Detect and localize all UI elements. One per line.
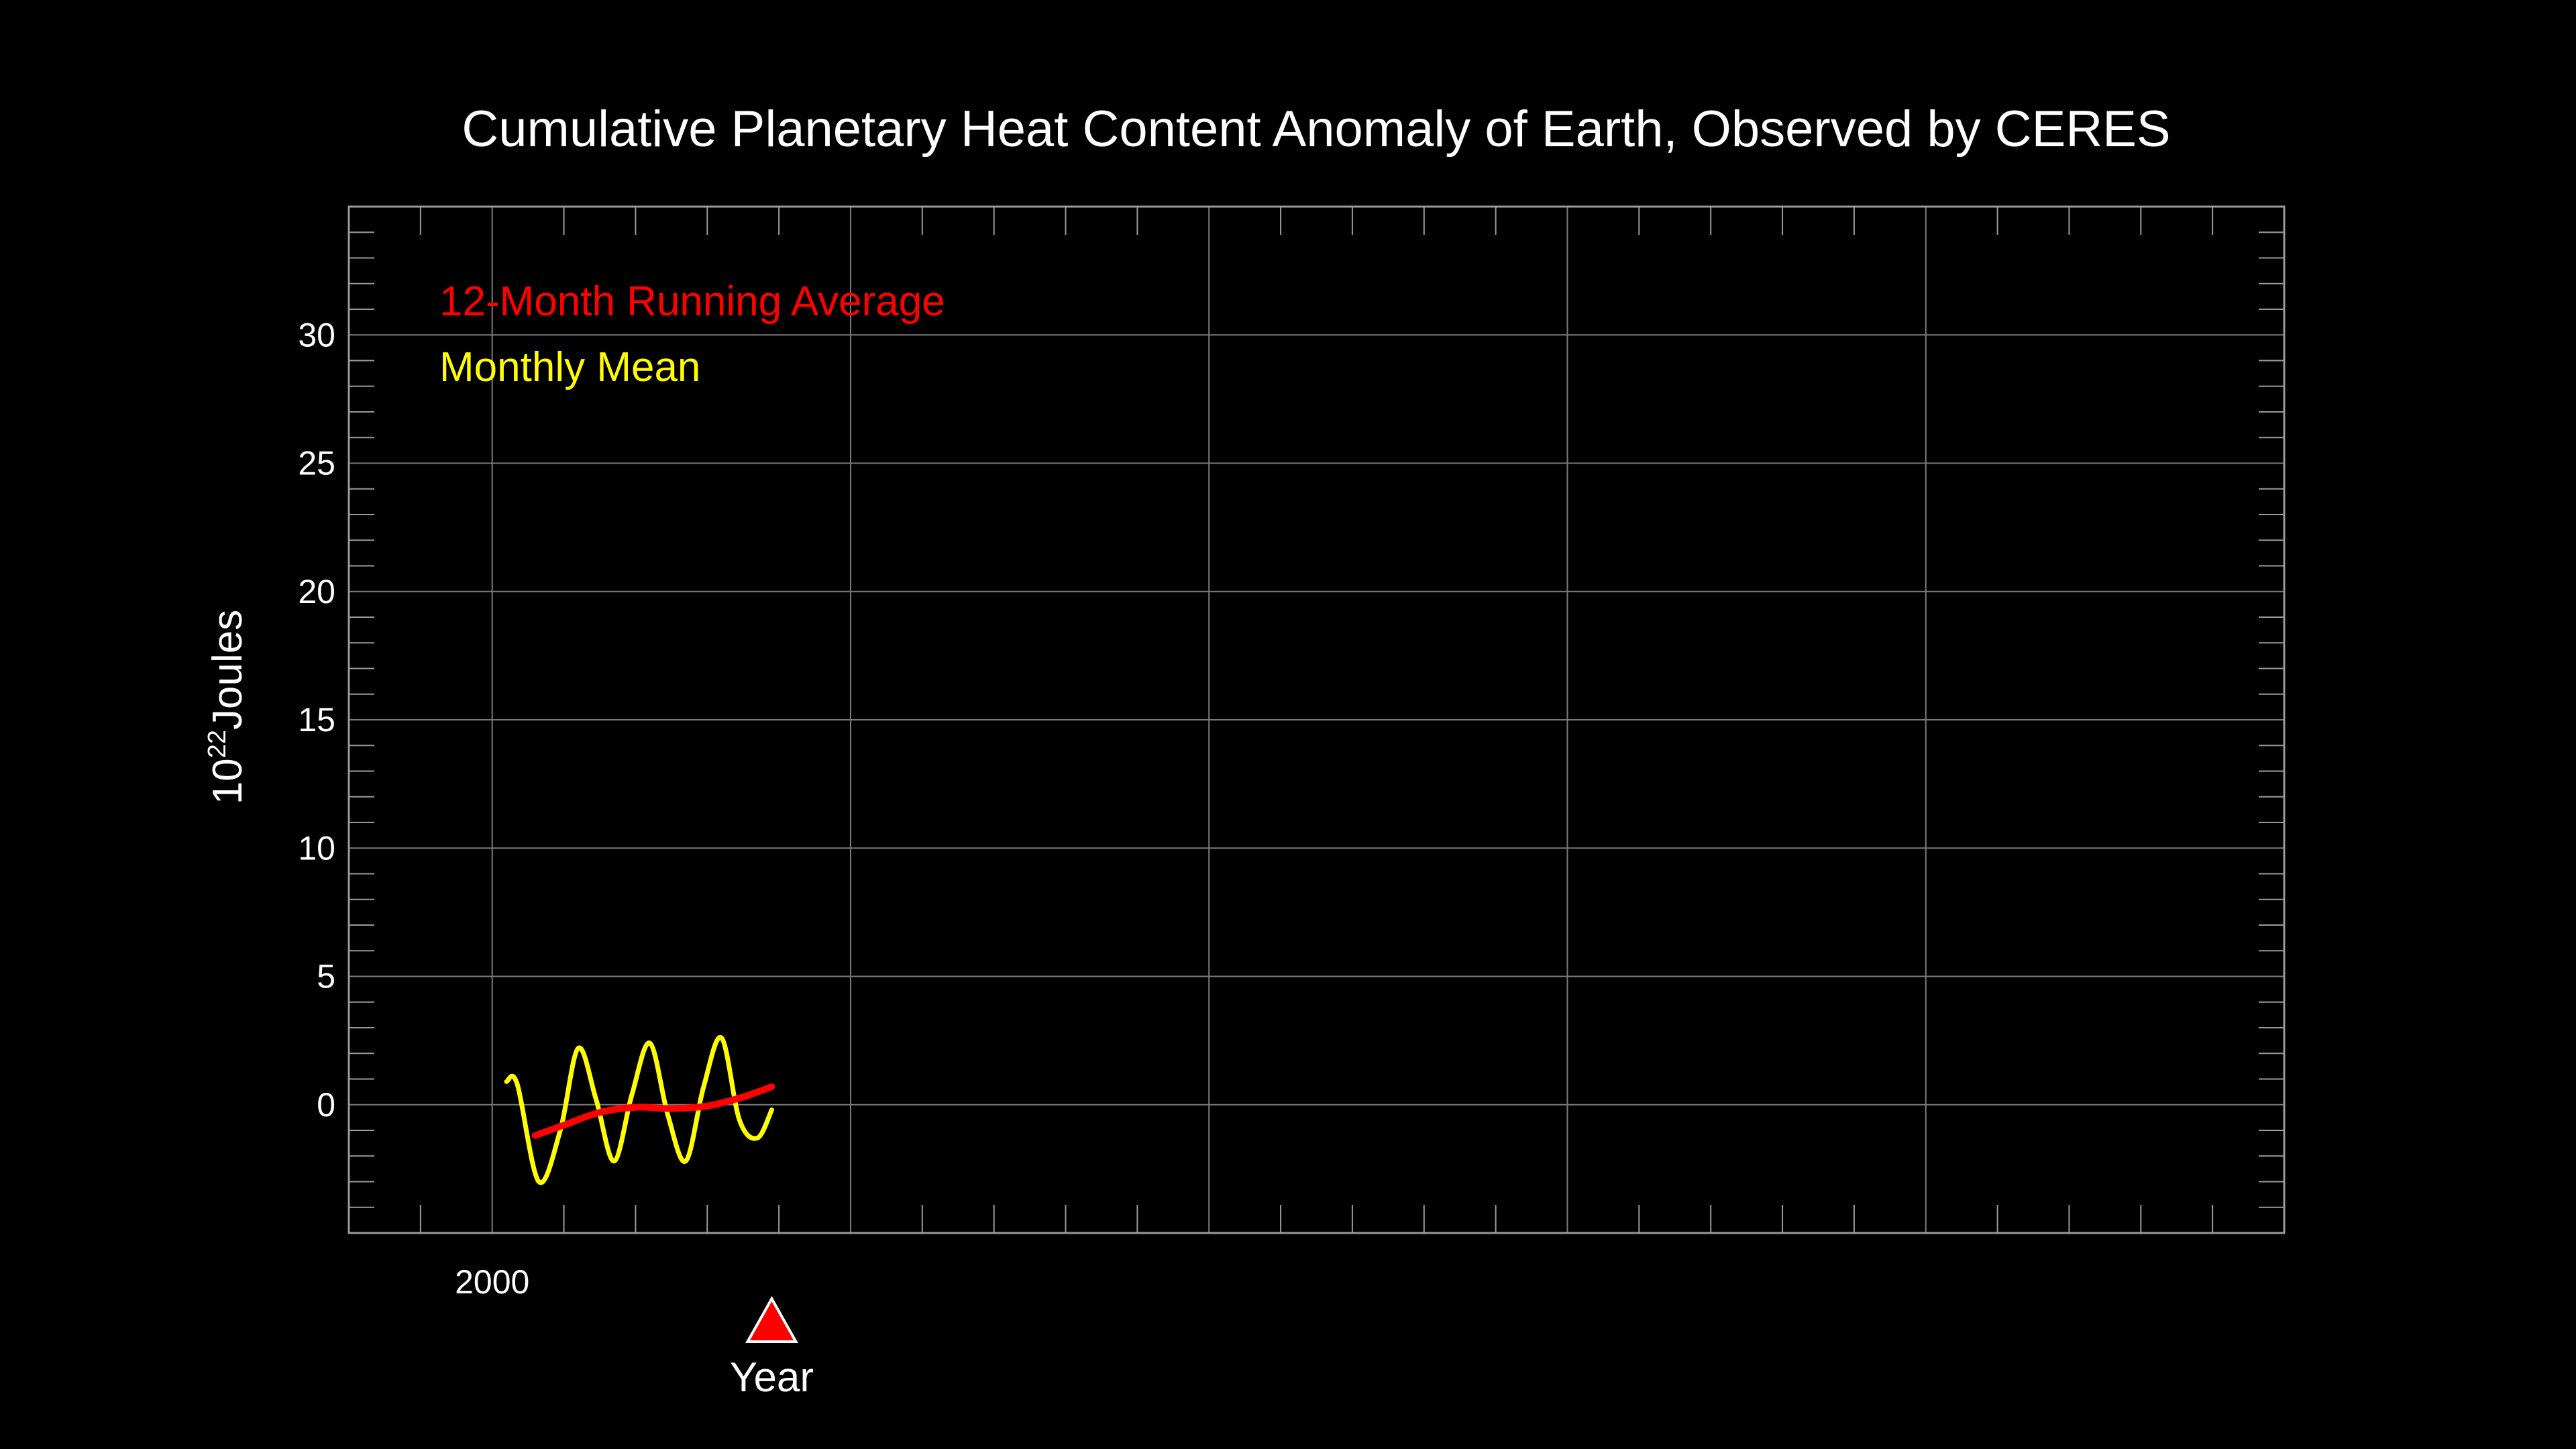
y-axis-label-unit: Joules — [205, 610, 251, 730]
plot-frame — [347, 205, 2286, 1234]
legend-entry: 12-Month Running Average — [439, 278, 945, 325]
y-tick-label: 30 — [298, 316, 335, 354]
y-axis-label-exponent: 22 — [203, 730, 231, 758]
current-time-marker — [745, 1295, 798, 1343]
y-axis-label-base: 10 — [205, 758, 251, 804]
monthly-mean-line — [504, 1034, 774, 1185]
x-axis-label: Year — [730, 1354, 814, 1401]
y-tick-label: 20 — [298, 573, 335, 610]
x-tick-labels: 2000 — [455, 1263, 529, 1301]
y-tick-label: 0 — [317, 1086, 335, 1124]
chart-title: Cumulative Planetary Heat Content Anomal… — [462, 101, 2170, 158]
legend-entry: Monthly Mean — [439, 344, 700, 390]
y-tick-label: 25 — [298, 445, 335, 482]
minor-ticks — [348, 206, 2284, 1234]
y-tick-label: 15 — [298, 701, 335, 739]
y-tick-labels: 0 5 10 15 20 25 30 — [298, 316, 335, 1124]
legend: 12-Month Running Average Monthly Mean — [439, 278, 945, 390]
y-axis-label: 1022Joules — [203, 610, 251, 804]
12-month-running-average-line — [531, 1083, 775, 1139]
y-tick-label: 10 — [298, 829, 335, 867]
series-lines — [504, 1034, 775, 1185]
x-tick-label: 2000 — [455, 1263, 529, 1301]
y-tick-label: 5 — [317, 958, 335, 996]
